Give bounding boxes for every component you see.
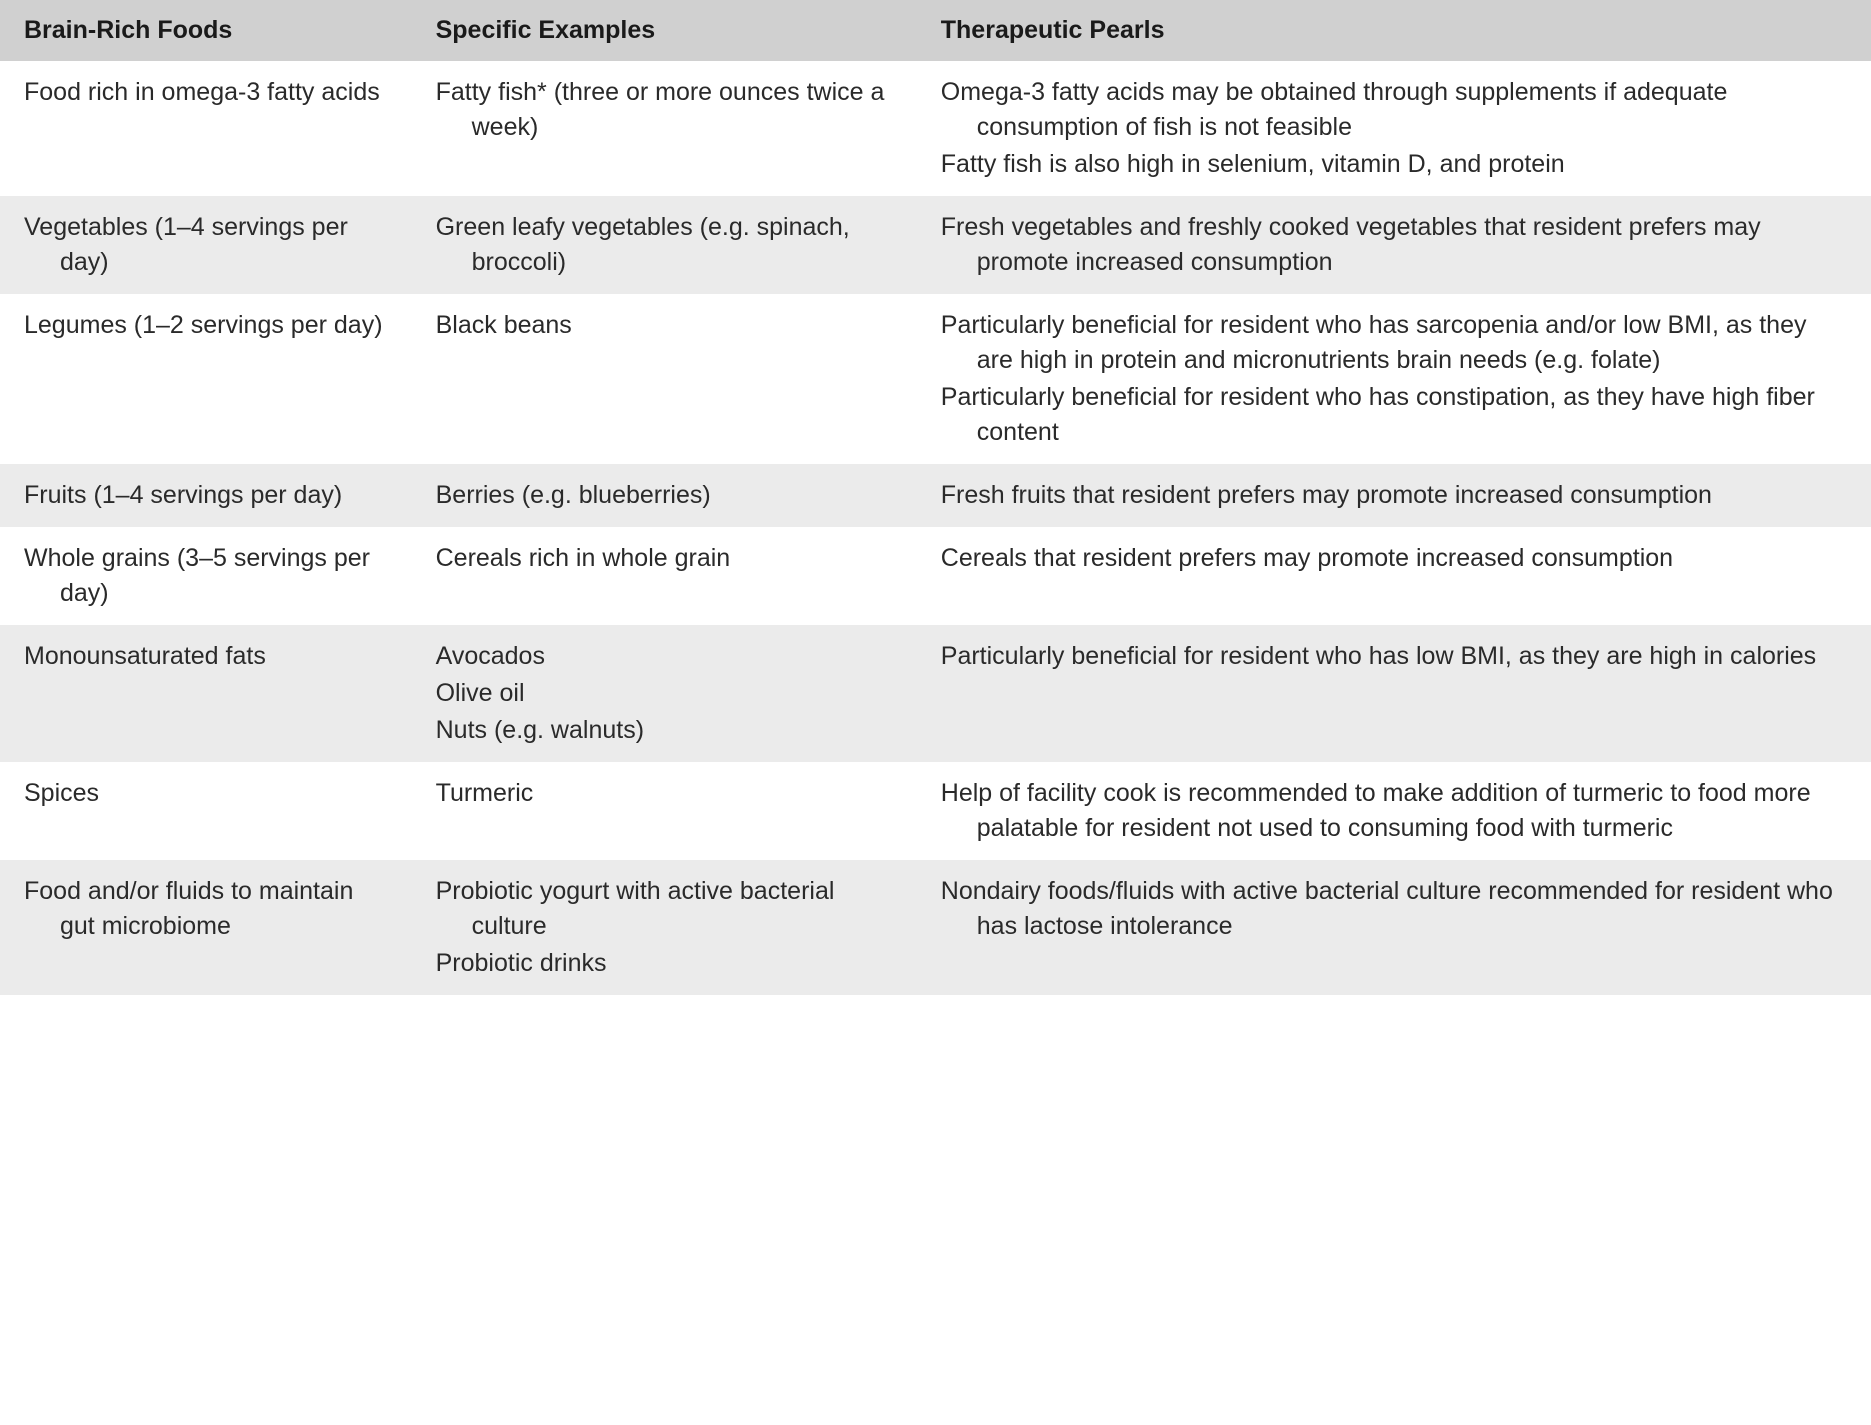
cell-line: Omega-3 fatty acids may be obtained thro… xyxy=(941,75,1847,145)
cell-examples: Fatty fish* (three or more ounces twice … xyxy=(412,61,917,196)
table-row: Spices Turmeric Help of facility cook is r… xyxy=(0,762,1871,860)
cell-examples: Green leafy vegetables (e.g. spinach, br… xyxy=(412,196,917,294)
cell-pearls: Particularly beneficial for resident who… xyxy=(917,294,1871,464)
cell-line: Vegetables (1–4 servings per day) xyxy=(24,210,388,280)
cell-examples: AvocadosOlive oilNuts (e.g. walnuts) xyxy=(412,625,917,762)
cell-pearls: Fresh vegetables and freshly cooked vege… xyxy=(917,196,1871,294)
table-row: Monounsaturated fats AvocadosOlive oilNut… xyxy=(0,625,1871,762)
cell-pearls: Omega-3 fatty acids may be obtained thro… xyxy=(917,61,1871,196)
cell-line: Legumes (1–2 servings per day) xyxy=(24,308,388,343)
table-row: Legumes (1–2 servings per day) Black bean… xyxy=(0,294,1871,464)
cell-foods: Fruits (1–4 servings per day) xyxy=(0,464,412,527)
cell-examples: Probiotic yogurt with active bacterial c… xyxy=(412,860,917,995)
cell-line: Nondairy foods/fluids with active bacter… xyxy=(941,874,1847,944)
cell-pearls: Fresh fruits that resident prefers may p… xyxy=(917,464,1871,527)
cell-line: Fatty fish* (three or more ounces twice … xyxy=(436,75,893,145)
cell-line: Fruits (1–4 servings per day) xyxy=(24,478,388,513)
brain-foods-table: Brain-Rich Foods Specific Examples Thera… xyxy=(0,0,1871,995)
cell-line: Probiotic drinks xyxy=(436,946,893,981)
cell-foods: Food and/or fluids to maintain gut micro… xyxy=(0,860,412,995)
table-row: Food and/or fluids to maintain gut micro… xyxy=(0,860,1871,995)
col-header-pearls: Therapeutic Pearls xyxy=(917,0,1871,61)
cell-line: Particularly beneficial for resident who… xyxy=(941,380,1847,450)
cell-line: Fresh fruits that resident prefers may p… xyxy=(941,478,1847,513)
cell-examples: Turmeric xyxy=(412,762,917,860)
cell-line: Particularly beneficial for resident who… xyxy=(941,639,1847,674)
cell-line: Fatty fish is also high in selenium, vit… xyxy=(941,147,1847,182)
cell-line: Olive oil xyxy=(436,676,893,711)
cell-line: Turmeric xyxy=(436,776,893,811)
cell-line: Help of facility cook is recommended to … xyxy=(941,776,1847,846)
cell-line: Whole grains (3–5 servings per day) xyxy=(24,541,388,611)
table-row: Food rich in omega-3 fatty acids Fatty fi… xyxy=(0,61,1871,196)
cell-foods: Spices xyxy=(0,762,412,860)
cell-pearls: Cereals that resident prefers may promot… xyxy=(917,527,1871,625)
table-header-row: Brain-Rich Foods Specific Examples Thera… xyxy=(0,0,1871,61)
cell-pearls: Nondairy foods/fluids with active bacter… xyxy=(917,860,1871,995)
cell-foods: Whole grains (3–5 servings per day) xyxy=(0,527,412,625)
cell-foods: Legumes (1–2 servings per day) xyxy=(0,294,412,464)
table-row: Fruits (1–4 servings per day) Berries (e.… xyxy=(0,464,1871,527)
cell-foods: Vegetables (1–4 servings per day) xyxy=(0,196,412,294)
cell-line: Green leafy vegetables (e.g. spinach, br… xyxy=(436,210,893,280)
cell-examples: Black beans xyxy=(412,294,917,464)
cell-line: Berries (e.g. blueberries) xyxy=(436,478,893,513)
cell-line: Spices xyxy=(24,776,388,811)
cell-examples: Berries (e.g. blueberries) xyxy=(412,464,917,527)
cell-line: Fresh vegetables and freshly cooked vege… xyxy=(941,210,1847,280)
col-header-foods: Brain-Rich Foods xyxy=(0,0,412,61)
cell-line: Food and/or fluids to maintain gut micro… xyxy=(24,874,388,944)
cell-pearls: Help of facility cook is recommended to … xyxy=(917,762,1871,860)
cell-foods: Monounsaturated fats xyxy=(0,625,412,762)
cell-pearls: Particularly beneficial for resident who… xyxy=(917,625,1871,762)
cell-foods: Food rich in omega-3 fatty acids xyxy=(0,61,412,196)
cell-line: Monounsaturated fats xyxy=(24,639,388,674)
cell-line: Particularly beneficial for resident who… xyxy=(941,308,1847,378)
cell-line: Food rich in omega-3 fatty acids xyxy=(24,75,388,110)
cell-examples: Cereals rich in whole grain xyxy=(412,527,917,625)
cell-line: Probiotic yogurt with active bacterial c… xyxy=(436,874,893,944)
cell-line: Cereals rich in whole grain xyxy=(436,541,893,576)
cell-line: Avocados xyxy=(436,639,893,674)
cell-line: Nuts (e.g. walnuts) xyxy=(436,713,893,748)
col-header-examples: Specific Examples xyxy=(412,0,917,61)
table-row: Whole grains (3–5 servings per day) Cerea… xyxy=(0,527,1871,625)
cell-line: Cereals that resident prefers may promot… xyxy=(941,541,1847,576)
cell-line: Black beans xyxy=(436,308,893,343)
table-body: Food rich in omega-3 fatty acids Fatty fi… xyxy=(0,61,1871,995)
table-row: Vegetables (1–4 servings per day) Green l… xyxy=(0,196,1871,294)
